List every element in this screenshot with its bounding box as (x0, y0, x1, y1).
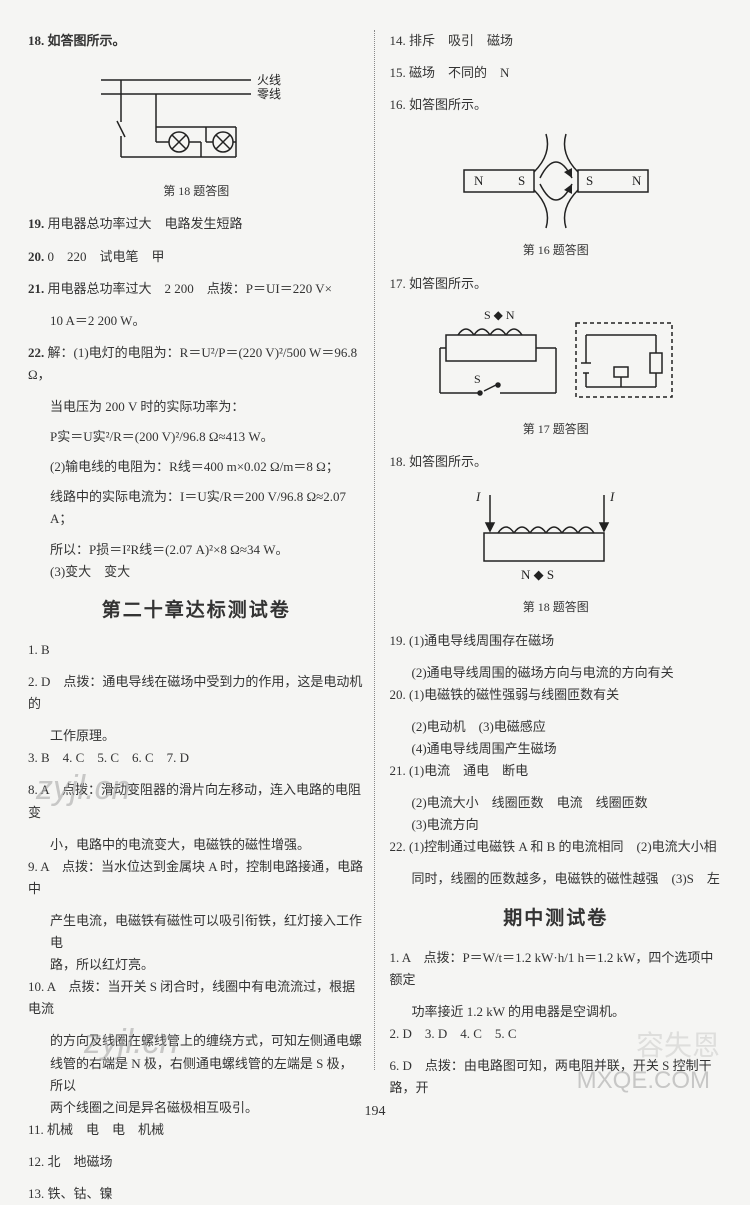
q18: 18. 如答图所示。 (28, 30, 364, 52)
q22-p2: 当电压为 200 V 时的实际功率为： (28, 396, 364, 418)
s2cont: 工作原理。 (28, 725, 364, 747)
svg-text:S: S (586, 173, 593, 188)
r15: 15. 磁场 不同的 N (389, 62, 722, 84)
fig16: N S S N 第 16 题答图 (389, 126, 722, 260)
r16: 16. 如答图所示。 (389, 94, 722, 116)
q21: 21. 用电器总功率过大 2 200 点拨：P＝UI＝220 V× (28, 278, 364, 300)
fig16-caption: 第 16 题答图 (389, 240, 722, 260)
r17: 17. 如答图所示。 (389, 273, 722, 295)
svg-text:N ◆ S: N ◆ S (521, 567, 554, 582)
fig17-caption: 第 17 题答图 (389, 419, 722, 439)
label-neutral: 零线 (257, 87, 281, 101)
q22-p4: (2)输电线的电阻为：R线＝400 m×0.02 Ω/m＝8 Ω； (28, 456, 364, 478)
svg-text:S: S (474, 372, 481, 386)
r14: 14. 排斥 吸引 磁场 (389, 30, 722, 52)
svg-text:N: N (474, 173, 484, 188)
m6: 6. D 点拨：由电路图可知，两电阻并联，开关 S 控制干路，开 (389, 1055, 722, 1099)
r21c: (3)电流方向 (389, 814, 722, 836)
r22a: 22. (1)控制通过电磁铁 A 和 B 的电流相同 (2)电流大小相 (389, 836, 722, 858)
r20c: (4)通电导线周围产生磁场 (389, 738, 722, 760)
q22-p3: P实＝U实²/R＝(200 V)²/96.8 Ω≈413 W。 (28, 426, 364, 448)
svg-text:S ◆ N: S ◆ N (484, 308, 515, 322)
s2: 2. D 点拨：通电导线在磁场中受到力的作用，这是电动机的 (28, 671, 364, 715)
s9: 9. A 点拨：当水位达到金属块 A 时，控制电路接通，电路中 (28, 856, 364, 900)
r18: 18. 如答图所示。 (389, 451, 722, 473)
s10c3: 两个线圈之间是异名磁极相互吸引。 (28, 1097, 364, 1119)
r21a: 21. (1)电流 通电 断电 (389, 760, 722, 782)
s9c2: 路，所以红灯亮。 (28, 954, 364, 976)
section-ch20: 第二十章达标测试卷 (28, 595, 364, 627)
svg-text:N: N (632, 173, 642, 188)
q21-cont: 10 A＝2 200 W。 (28, 310, 364, 332)
svg-text:I: I (475, 489, 481, 504)
r20a: 20. (1)电磁铁的磁性强弱与线圈匝数有关 (389, 684, 722, 706)
left-column: 18. 如答图所示。 (28, 30, 374, 1070)
svg-text:I: I (609, 489, 615, 504)
s12: 12. 北 地磁场 (28, 1151, 364, 1173)
r20b: (2)电动机 (3)电磁感应 (389, 716, 722, 738)
svg-text:S: S (518, 173, 525, 188)
fig18-left: 火线 零线 第 18 题答图 (28, 62, 364, 201)
fig17: S ◆ N S 第 17 题答图 (389, 305, 722, 439)
m1a: 1. A 点拨：P＝W/t＝1.2 kW·h/1 h＝1.2 kW，四个选项中额… (389, 947, 722, 991)
page-number: 194 (365, 1100, 386, 1124)
r22b: 同时，线圈的匝数越多，电磁铁的磁性越强 (3)S 左 (389, 868, 722, 890)
s13: 13. 铁、钴、镍 (28, 1183, 364, 1205)
fig18-left-caption: 第 18 题答图 (28, 181, 364, 201)
s3: 3. B 4. C 5. C 6. C 7. D (28, 747, 364, 769)
q20: 20. 0 220 试电笔 甲 (28, 246, 364, 268)
q22-p7: (3)变大 变大 (28, 561, 364, 583)
right-column: 14. 排斥 吸引 磁场 15. 磁场 不同的 N 16. 如答图所示。 N S (375, 30, 722, 1070)
label-fire: 火线 (257, 73, 281, 87)
q19: 19. 用电器总功率过大 电路发生短路 (28, 213, 364, 235)
m2: 2. D 3. D 4. C 5. C (389, 1023, 722, 1045)
s10c1: 的方向及线圈在螺线管上的缠绕方式，可知左侧通电螺 (28, 1030, 364, 1052)
q22: 22. 解：(1)电灯的电阻为：R＝U²/P＝(220 V)²/500 W＝96… (28, 342, 364, 386)
r19b: (2)通电导线周围的磁场方向与电流的方向有关 (389, 662, 722, 684)
r19a: 19. (1)通电导线周围存在磁场 (389, 630, 722, 652)
fig18-right: I I N ◆ S 第 18 题答图 (389, 483, 722, 617)
r21b: (2)电流大小 线圈匝数 电流 线圈匝数 (389, 792, 722, 814)
s9c1: 产生电流，电磁铁有磁性可以吸引衔铁，红灯接入工作电 (28, 910, 364, 954)
m1b: 功率接近 1.2 kW 的用电器是空调机。 (389, 1001, 722, 1023)
q22-p5: 线路中的实际电流为：I＝U实/R＝200 V/96.8 Ω≈2.07 A； (28, 486, 364, 530)
q22-p6: 所以：P损＝I²R线＝(2.07 A)²×8 Ω≈34 W。 (28, 539, 364, 561)
fig18-right-caption: 第 18 题答图 (389, 597, 722, 617)
s1: 1. B (28, 639, 364, 661)
s8cont: 小，电路中的电流变大，电磁铁的磁性增强。 (28, 834, 364, 856)
s10c2: 线管的右端是 N 极，右侧通电螺线管的左端是 S 极，所以 (28, 1053, 364, 1097)
section-midterm: 期中测试卷 (389, 903, 722, 935)
s10: 10. A 点拨：当开关 S 闭合时，线圈中有电流流过，根据电流 (28, 976, 364, 1020)
s8: 8. A 点拨：滑动变阻器的滑片向左移动，连入电路的电阻变 (28, 779, 364, 823)
